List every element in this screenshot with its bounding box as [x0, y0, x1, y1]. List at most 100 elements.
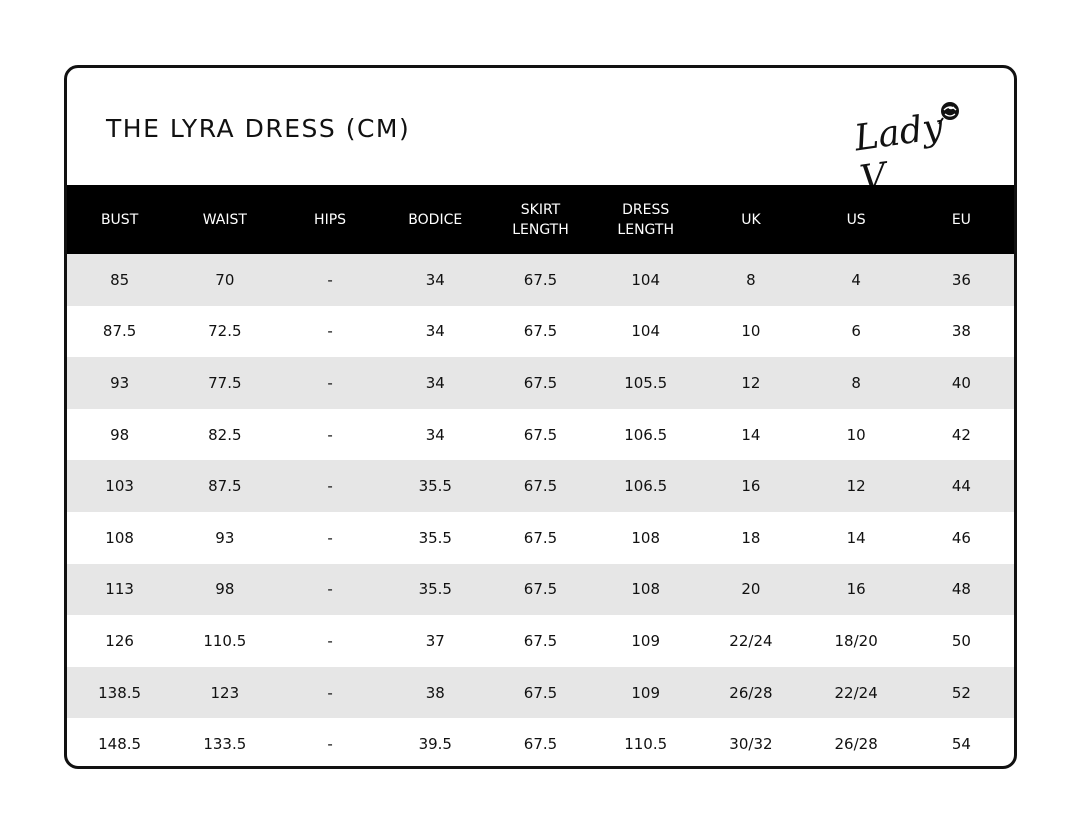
- table-cell: 93: [215, 528, 235, 547]
- table-cell: 110.5: [203, 631, 247, 650]
- table-cell: 22/24: [729, 631, 773, 650]
- table-cell: -: [277, 460, 383, 512]
- table-cell: 26/28: [834, 735, 878, 754]
- column-header-line: LENGTH: [512, 221, 569, 238]
- table-cell: 8: [803, 357, 909, 409]
- column-header: WAIST: [172, 185, 278, 254]
- table-cell: 38: [951, 322, 971, 341]
- table-cell: 110.5: [624, 735, 668, 754]
- table-cell: 12: [803, 460, 909, 512]
- table-cell: 38: [382, 666, 488, 719]
- table-cell: 98: [110, 425, 130, 444]
- size-table: BUST WAIST HIPS BODICE SKIRT LENGTH DRESS LENGT…: [67, 185, 1014, 766]
- table-cell: 42: [951, 425, 971, 444]
- table-row: 126 110.5 - 37 67.5 109 22/24 18/20 50: [67, 615, 1014, 667]
- table-cell: 18/20: [834, 631, 878, 650]
- table-cell: 44: [908, 460, 1014, 512]
- size-chart-card: THE LYRA DRESS (CM) Lady V BUST WAIST HIPS…: [64, 65, 1017, 769]
- table-row: 93 77.5-34 67.5 105.5 12 8 40: [67, 357, 1014, 409]
- column-header-line: US: [846, 211, 866, 228]
- table-cell: 34: [382, 254, 488, 306]
- table-cell: 35.5: [418, 528, 452, 547]
- table-cell: 20: [698, 563, 804, 616]
- table-row: 148.5 133.5 - 39.5 67.5 110.5 30/32 26/28 54: [67, 718, 1014, 766]
- table-cell: 133.5: [203, 735, 247, 754]
- table-cell: 4: [803, 254, 909, 306]
- table-cell: 108: [631, 528, 661, 547]
- column-header: UK: [698, 185, 804, 254]
- table-cell: 10: [741, 322, 761, 341]
- brand-logo: Lady V: [852, 98, 977, 200]
- table-cell: 67.5: [487, 254, 594, 306]
- table-cell: 67.5: [523, 735, 558, 754]
- table-cell: 148.5: [98, 735, 142, 754]
- table-row: 138.5 123-38 67.5 109 26/28 22/24 52: [67, 666, 1014, 719]
- table-cell: 37: [425, 631, 445, 650]
- table-cell: 22/24: [803, 666, 909, 719]
- column-header-line: UK: [741, 211, 761, 228]
- table-cell: 35.5: [382, 563, 488, 616]
- table-cell: 14: [846, 528, 866, 547]
- table-cell: 67.5: [487, 357, 594, 409]
- table-cell: 70: [172, 254, 278, 306]
- table-cell: 87.5: [102, 322, 137, 341]
- table-cell: 40: [908, 357, 1014, 409]
- column-header-line: LENGTH: [617, 221, 674, 238]
- table-cell: 18: [741, 528, 761, 547]
- table-cell: 104: [631, 322, 661, 341]
- column-header: HIPS: [277, 185, 383, 254]
- table-cell: 106.5: [593, 460, 699, 512]
- table-cell: -: [327, 735, 333, 754]
- table-cell: -: [327, 528, 333, 547]
- table-cell: 103: [67, 460, 173, 512]
- column-header-line: SKIRT: [520, 201, 561, 218]
- table-cell: 67.5: [487, 563, 594, 616]
- table-cell: 113: [67, 563, 173, 616]
- table-cell: 8: [698, 254, 804, 306]
- table-cell: 87.5: [172, 460, 278, 512]
- column-header-line: DRESS: [622, 201, 670, 218]
- table-cell: 10: [846, 425, 866, 444]
- column-header-line: WAIST: [202, 211, 247, 228]
- table-cell: 67.5: [523, 322, 558, 341]
- table-row: 103 87.5-35.5 67.5 106.5 16 12 44: [67, 460, 1014, 512]
- table-cell: 6: [851, 322, 861, 341]
- table-cell: 106.5: [624, 425, 668, 444]
- table-cell: 85: [67, 254, 173, 306]
- table-cell: 30/32: [729, 735, 773, 754]
- column-header-line: EU: [951, 211, 971, 228]
- column-header: DRESS LENGTH: [593, 185, 699, 254]
- table-cell: 82.5: [208, 425, 242, 444]
- table-row: 98 82.5 - 34 67.5 106.5 14 10 42: [67, 409, 1014, 461]
- table-cell: 26/28: [698, 666, 804, 719]
- chart-title: THE LYRA DRESS (CM): [106, 114, 411, 143]
- column-header-line: HIPS: [314, 211, 347, 228]
- table-cell: 105.5: [593, 357, 699, 409]
- table-cell: -: [327, 322, 333, 341]
- table-cell: 50: [951, 631, 971, 650]
- table-cell: 108: [593, 563, 699, 616]
- table-cell: 67.5: [523, 425, 558, 444]
- table-cell: 16: [698, 460, 804, 512]
- table-cell: 109: [593, 666, 699, 719]
- table-cell: -: [327, 631, 333, 650]
- table-cell: 34: [425, 425, 445, 444]
- table-cell: -: [277, 666, 383, 719]
- table-cell: 52: [908, 666, 1014, 719]
- table-cell: 109: [631, 631, 661, 650]
- table-cell: -: [277, 357, 383, 409]
- table-cell: 46: [951, 528, 971, 547]
- table-cell: -: [327, 425, 333, 444]
- table-cell: 67.5: [487, 460, 594, 512]
- column-header: US: [803, 185, 909, 254]
- table-row: 85 70-34 67.5 104 8 4 36: [67, 254, 1014, 306]
- table-cell: 67.5: [523, 631, 558, 650]
- table-cell: 67.5: [523, 528, 558, 547]
- table-cell: -: [277, 563, 383, 616]
- table-cell: 93: [67, 357, 173, 409]
- column-header: EU: [908, 185, 1014, 254]
- column-header: SKIRT LENGTH: [487, 185, 594, 254]
- table-cell: 16: [803, 563, 909, 616]
- rose-icon: [938, 102, 959, 125]
- table-cell: 54: [951, 735, 971, 754]
